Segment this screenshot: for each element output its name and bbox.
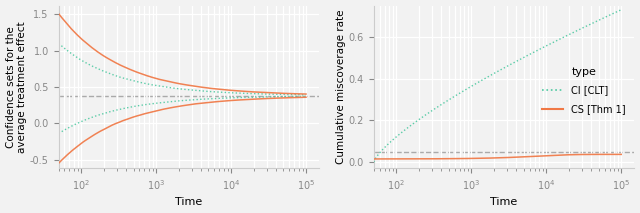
X-axis label: Time: Time xyxy=(175,197,202,207)
X-axis label: Time: Time xyxy=(490,197,518,207)
Y-axis label: Confidence sets for the
average treatment effect: Confidence sets for the average treatmen… xyxy=(6,21,27,153)
Legend: CI [CLT], CS [Thm 1]: CI [CLT], CS [Thm 1] xyxy=(538,63,630,118)
Y-axis label: Cumulative miscoverage rate: Cumulative miscoverage rate xyxy=(336,10,346,164)
